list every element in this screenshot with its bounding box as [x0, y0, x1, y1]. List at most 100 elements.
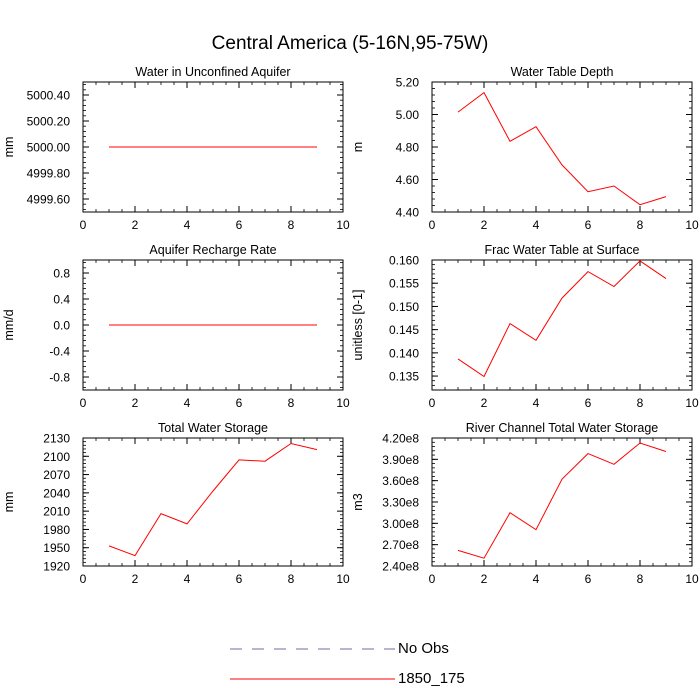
y-tick-label: 5000.20 — [27, 115, 71, 129]
plot-frame — [431, 437, 693, 567]
chart-panel-6: River Channel Total Water Storage m3 0 2 4 6 8… — [351, 421, 699, 586]
chart-title: Water Table Depth — [511, 65, 614, 79]
x-tick-label: 10 — [685, 572, 699, 586]
page-title: Central America (5-16N,95-75W) — [211, 33, 489, 54]
plot-frame — [431, 259, 693, 391]
y-tick-label: 1980 — [43, 523, 70, 537]
x-tick-label: 0 — [429, 572, 436, 586]
x-tick-label: 2 — [481, 396, 488, 410]
y-axis-label: unitless [0-1] — [351, 290, 365, 361]
series-line — [457, 260, 667, 378]
x-tick-label: 6 — [236, 218, 243, 232]
chart-title: River Channel Total Water Storage — [466, 421, 659, 435]
y-tick-label: 4.60 — [396, 173, 420, 187]
x-tick-label: 8 — [637, 572, 644, 586]
x-tick-label: 8 — [288, 218, 295, 232]
x-tick-label: 2 — [481, 218, 488, 232]
chart-title: Total Water Storage — [158, 421, 268, 435]
y-tick-label: 2100 — [43, 450, 70, 464]
x-tick-label: 4 — [533, 572, 540, 586]
y-tick-label: 2040 — [43, 486, 70, 500]
y-tick-label: -0.8 — [49, 371, 70, 385]
y-tick-label: 2.40e8 — [382, 560, 419, 574]
y-tick-label: 0.4 — [53, 293, 70, 307]
y-tick-label: 0.145 — [389, 323, 419, 337]
y-tick-label: 2.70e8 — [382, 538, 419, 552]
y-tick-label: 5.00 — [396, 108, 420, 122]
chart-panel-4: Frac Water Table at Surface unitless [0-1… — [351, 243, 699, 410]
y-tick-label: 4999.80 — [27, 167, 71, 181]
y-tick-label: 0.160 — [389, 254, 419, 268]
x-tick-label: 6 — [585, 218, 592, 232]
y-axis-label: mm — [2, 492, 16, 513]
y-axis-label: m3 — [351, 493, 365, 510]
x-tick-label: 4 — [184, 218, 191, 232]
chart-panel-3: Aquifer Recharge Rate mm/d 0 2 4 6 8 10 -0.8 -0.4… — [2, 243, 350, 410]
chart-title: Aquifer Recharge Rate — [149, 243, 276, 257]
x-tick-label: 0 — [429, 218, 436, 232]
y-tick-label: 5.20 — [396, 76, 420, 90]
x-tick-label: 6 — [585, 572, 592, 586]
y-axis-label: mm — [2, 137, 16, 158]
x-tick-label: 8 — [288, 396, 295, 410]
x-tick-label: 6 — [236, 396, 243, 410]
y-tick-label: 0.8 — [53, 267, 70, 281]
y-tick-label: 4.40 — [396, 206, 420, 220]
chart-panel-1: Water in Unconfined Aquifer mm 0 2 4 6 8 10 4999… — [2, 65, 350, 232]
x-tick-label: 2 — [132, 396, 139, 410]
x-tick-label: 10 — [336, 218, 350, 232]
y-tick-label: 3.30e8 — [382, 496, 419, 510]
x-tick-label: 2 — [132, 572, 139, 586]
x-tick-label: 8 — [637, 218, 644, 232]
y-tick-label: 2070 — [43, 468, 70, 482]
y-axis-label: m — [351, 142, 365, 152]
x-tick-label: 2 — [132, 218, 139, 232]
x-tick-label: 8 — [288, 572, 295, 586]
y-tick-label: 4.80 — [396, 141, 420, 155]
x-tick-label: 6 — [585, 396, 592, 410]
y-tick-label: 2010 — [43, 505, 70, 519]
x-tick-label: 2 — [481, 572, 488, 586]
series-line — [108, 442, 318, 557]
y-tick-label: 3.90e8 — [382, 453, 419, 467]
y-tick-label: 2130 — [43, 432, 70, 446]
y-tick-label: 1920 — [43, 560, 70, 574]
x-tick-label: 8 — [637, 396, 644, 410]
chart-panel-2: Water Table Depth m 0 2 4 6 8 10 4.40 4.60 4.80 5.0… — [351, 65, 699, 232]
x-tick-label: 10 — [685, 218, 699, 232]
plot-frame — [431, 81, 693, 213]
y-tick-label: 4.20e8 — [382, 432, 419, 446]
y-axis-label: mm/d — [2, 309, 16, 340]
plot-frame — [82, 437, 344, 567]
y-tick-label: 0.140 — [389, 346, 419, 360]
x-tick-label: 10 — [336, 572, 350, 586]
x-tick-label: 0 — [80, 572, 87, 586]
y-tick-label: 0.135 — [389, 370, 419, 384]
x-tick-label: 4 — [184, 396, 191, 410]
x-tick-label: 6 — [236, 572, 243, 586]
x-tick-label: 4 — [533, 396, 540, 410]
x-tick-label: 0 — [429, 396, 436, 410]
x-tick-label: 0 — [80, 218, 87, 232]
x-tick-label: 4 — [184, 572, 191, 586]
y-tick-label: 3.00e8 — [382, 517, 419, 531]
y-tick-label: 3.60e8 — [382, 474, 419, 488]
chart-title: Frac Water Table at Surface — [485, 243, 640, 257]
y-tick-label: 0.155 — [389, 277, 419, 291]
y-tick-label: 1950 — [43, 541, 70, 555]
y-tick-label: 5000.00 — [27, 141, 71, 155]
y-tick-label: 4999.60 — [27, 193, 71, 207]
x-tick-label: 10 — [685, 396, 699, 410]
x-tick-label: 10 — [336, 396, 350, 410]
y-tick-label: 5000.40 — [27, 89, 71, 103]
series-line — [457, 91, 667, 206]
chart-title: Water in Unconfined Aquifer — [135, 65, 290, 79]
chart-panel-5: Total Water Storage mm 0 2 4 6 8 10 1920 1950 1980… — [2, 421, 350, 586]
series-line — [457, 442, 667, 559]
y-tick-label: -0.4 — [49, 345, 70, 359]
x-tick-label: 4 — [533, 218, 540, 232]
y-tick-label: 0.150 — [389, 300, 419, 314]
y-tick-label: 0.0 — [53, 319, 70, 333]
x-tick-label: 0 — [80, 396, 87, 410]
